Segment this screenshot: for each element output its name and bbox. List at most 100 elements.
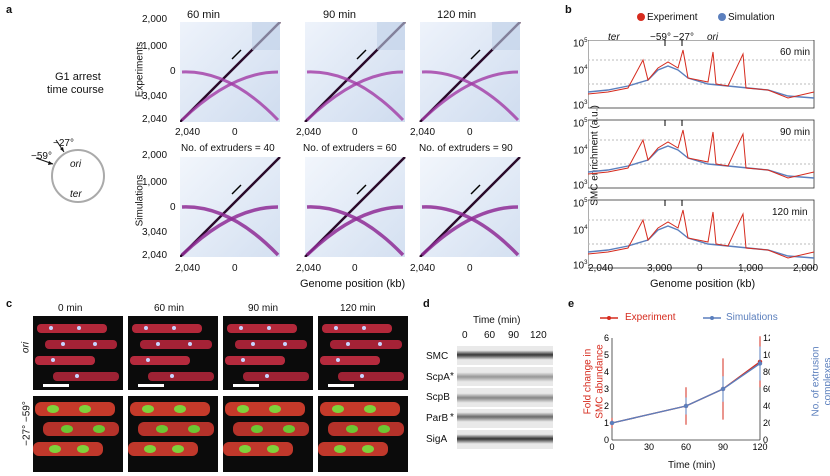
panel-e-chart: 03060901200123456020406080100120 bbox=[604, 333, 770, 452]
xtick-top-a2: 2,040 bbox=[296, 127, 322, 138]
e-ytick-right: 20 bbox=[763, 418, 770, 428]
xtick-top-b1: 0 bbox=[232, 127, 238, 138]
e-point bbox=[609, 420, 615, 426]
xtick-bot-b2: 0 bbox=[352, 263, 358, 274]
col-title-120: 120 min bbox=[437, 9, 477, 21]
b-59-label: −59° bbox=[650, 32, 671, 43]
b-27-label: −27° bbox=[673, 32, 694, 43]
sim-title-60: No. of extruders = 60 bbox=[303, 143, 397, 154]
col-title-60: 60 min bbox=[187, 9, 221, 21]
ori-label: ori bbox=[70, 159, 82, 170]
e-ylabel-right-2: complexes bbox=[822, 357, 830, 406]
ytick-top-1: 2,000 bbox=[142, 14, 168, 25]
e-ytick-right: 40 bbox=[763, 401, 770, 411]
hic-row-experiments bbox=[180, 22, 522, 122]
blot-smc bbox=[457, 346, 553, 365]
e-ytick-right: 80 bbox=[763, 367, 770, 377]
col-title-90: 90 min bbox=[323, 9, 357, 21]
b-ytick-2a: 105 bbox=[573, 118, 588, 130]
sim-title-40: No. of extruders = 40 bbox=[181, 143, 275, 154]
legend-simulation-b: Simulation bbox=[728, 12, 775, 23]
d-time-90: 90 bbox=[508, 330, 520, 341]
chromosome-diagram bbox=[35, 139, 105, 203]
b-ytick-3b: 104 bbox=[573, 225, 588, 237]
angle-27-label: −27° bbox=[53, 138, 74, 149]
e-xtick: 60 bbox=[681, 442, 691, 452]
xtick-bot-a1: 2,040 bbox=[175, 263, 201, 274]
blot-parb bbox=[457, 409, 553, 428]
b-ytick-1c: 103 bbox=[573, 100, 588, 112]
d-star-1: * bbox=[450, 371, 454, 382]
e-ytick-left: 6 bbox=[604, 333, 609, 343]
e-point bbox=[683, 403, 689, 409]
sim-title-90: No. of extruders = 90 bbox=[419, 143, 513, 154]
b-ter-label: ter bbox=[608, 32, 620, 43]
e-xtick: 30 bbox=[644, 442, 654, 452]
e-xtick: 90 bbox=[718, 442, 728, 452]
b-xtick-5: 2,000 bbox=[793, 263, 819, 274]
panel-e-letter: e bbox=[568, 298, 575, 310]
blot-siga bbox=[457, 430, 553, 449]
b-ytick-3c: 103 bbox=[573, 260, 588, 272]
panel-a-xlabel: Genome position (kb) bbox=[300, 278, 406, 290]
ytick-top-5: 2,040 bbox=[142, 114, 168, 125]
xtick-top-b2: 0 bbox=[352, 127, 358, 138]
panel-b-plots bbox=[588, 40, 815, 269]
b-xtick-3: 0 bbox=[697, 263, 703, 274]
ytick-top-2: 1,000 bbox=[142, 41, 168, 52]
ytick-bot-1: 2,000 bbox=[142, 150, 168, 161]
e-ytick-right: 60 bbox=[763, 384, 770, 394]
e-ytick-left: 4 bbox=[604, 367, 609, 377]
d-time-120: 120 bbox=[530, 330, 547, 341]
b-ytick-2b: 104 bbox=[573, 145, 588, 157]
b-time-90: 90 min bbox=[780, 127, 811, 138]
d-row-scpa: ScpA bbox=[426, 372, 450, 383]
ytick-bot-4: 3,040 bbox=[142, 227, 168, 238]
blot-scpa bbox=[457, 367, 553, 386]
d-row-scpb: ScpB bbox=[426, 392, 450, 403]
e-ytick-left: 2 bbox=[604, 401, 609, 411]
panel-e-legend bbox=[600, 316, 721, 320]
panel-b-legend bbox=[637, 13, 726, 21]
b-ytick-1a: 105 bbox=[573, 38, 588, 50]
panel-c-micrographs bbox=[33, 316, 408, 472]
b-time-60: 60 min bbox=[780, 47, 811, 58]
e-ytick-right: 100 bbox=[763, 350, 770, 360]
e-series-line bbox=[611, 362, 761, 424]
e-ytick-left: 0 bbox=[604, 435, 609, 445]
panel-d-letter: d bbox=[423, 298, 430, 310]
d-row-parb: ParB bbox=[426, 413, 449, 424]
angle-59-label: −59° bbox=[31, 151, 52, 162]
e-ytick-right: 120 bbox=[763, 333, 770, 343]
e-point bbox=[757, 361, 763, 366]
c-col-0: 0 min bbox=[58, 303, 83, 314]
g1-label-line2: time course bbox=[47, 84, 104, 96]
b-ytick-2c: 103 bbox=[573, 180, 588, 192]
ter-label: ter bbox=[70, 189, 82, 200]
ytick-bot-5: 2,040 bbox=[142, 250, 168, 261]
ytick-bot-2: 1,000 bbox=[142, 177, 168, 188]
panel-a-letter: a bbox=[6, 4, 13, 16]
c-row-angles: −27° −59° bbox=[21, 401, 33, 446]
e-ylabel-right-1: No. of extrusion bbox=[810, 346, 822, 417]
e-ytick-left: 3 bbox=[604, 384, 609, 394]
c-row-ori: ori bbox=[20, 341, 32, 354]
xtick-top-a1: 2,040 bbox=[175, 127, 201, 138]
b-time-120: 120 min bbox=[772, 207, 808, 218]
e-ytick-left: 5 bbox=[604, 350, 609, 360]
e-ylabel-left-1: Fold change in bbox=[582, 348, 594, 415]
d-time-0: 0 bbox=[462, 330, 468, 341]
b-xtick-4: 1,000 bbox=[738, 263, 764, 274]
ytick-top-3: 0 bbox=[170, 66, 176, 77]
b-xtick-1: 2,040 bbox=[588, 263, 614, 274]
xtick-bot-b3: 0 bbox=[467, 263, 473, 274]
d-time-60: 60 bbox=[484, 330, 496, 341]
e-ytick-left: 1 bbox=[604, 418, 609, 428]
e-xlabel: Time (min) bbox=[668, 460, 716, 471]
b-xtick-2: 3,000 bbox=[647, 263, 673, 274]
d-row-smc: SMC bbox=[426, 351, 449, 362]
legend-experiment-b: Experiment bbox=[647, 12, 698, 23]
blot-scpb bbox=[457, 388, 553, 407]
xtick-top-b3: 0 bbox=[467, 127, 473, 138]
c-col-120: 120 min bbox=[340, 303, 376, 314]
